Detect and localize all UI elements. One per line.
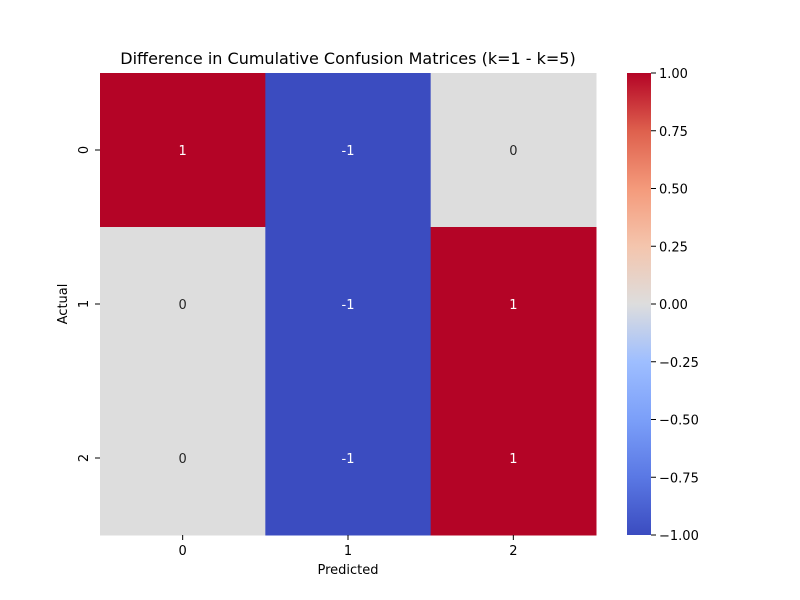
colorbar-tick-label: 0.50 [659,183,688,198]
heatmap-cell [430,73,597,228]
heatmap-cell [100,381,266,536]
cell-annotations: 1 -1 0 0 -1 1 0 -1 1 [179,144,518,467]
heatmap-cell [100,73,266,228]
colorbar-ticks: 1.00 0.75 0.50 0.25 0.00 −0.25 −0.50 −0.75 −1.00 [651,67,699,544]
colorbar-tick-label: −0.25 [659,356,699,371]
cell-annotation: 0 [179,452,187,467]
chart-title: Difference in Cumulative Confusion Matri… [120,49,575,68]
heatmap-cell [265,73,432,228]
colorbar-tick-label: −0.50 [659,414,699,429]
y-axis-ticks: 0 1 2 [77,146,100,462]
heatmap-cell [430,227,597,382]
x-tick-label: 0 [179,544,187,559]
colorbar-tick-label: 0.25 [659,240,688,255]
colorbar-tick-label: 0.00 [659,298,688,313]
cell-annotation: 1 [179,144,187,159]
heatmap-cells [100,73,597,536]
y-tick-label: 0 [77,146,92,154]
x-axis-label: Predicted [317,563,378,578]
heatmap-cell [430,381,597,536]
y-axis-label: Actual [56,284,71,325]
cell-annotation: 0 [509,144,517,159]
x-axis-ticks: 0 1 2 [179,535,517,559]
cell-annotation: -1 [342,452,355,467]
colorbar [627,73,651,535]
cell-annotation: -1 [342,144,355,159]
cell-annotation: -1 [342,298,355,313]
cell-annotation: 0 [179,298,187,313]
y-tick-label: 2 [77,454,92,462]
heatmap-cell [100,227,266,382]
colorbar-tick-label: −1.00 [659,529,699,544]
cell-annotation: 1 [509,298,517,313]
heatmap-cell [265,227,432,382]
x-tick-label: 1 [344,544,352,559]
colorbar-tick-label: 0.75 [659,125,688,140]
y-tick-label: 1 [77,300,92,308]
x-tick-label: 2 [509,544,517,559]
colorbar-tick-label: −0.75 [659,471,699,486]
heatmap-cell [265,381,432,536]
colorbar-tick-label: 1.00 [659,67,688,82]
cell-annotation: 1 [509,452,517,467]
